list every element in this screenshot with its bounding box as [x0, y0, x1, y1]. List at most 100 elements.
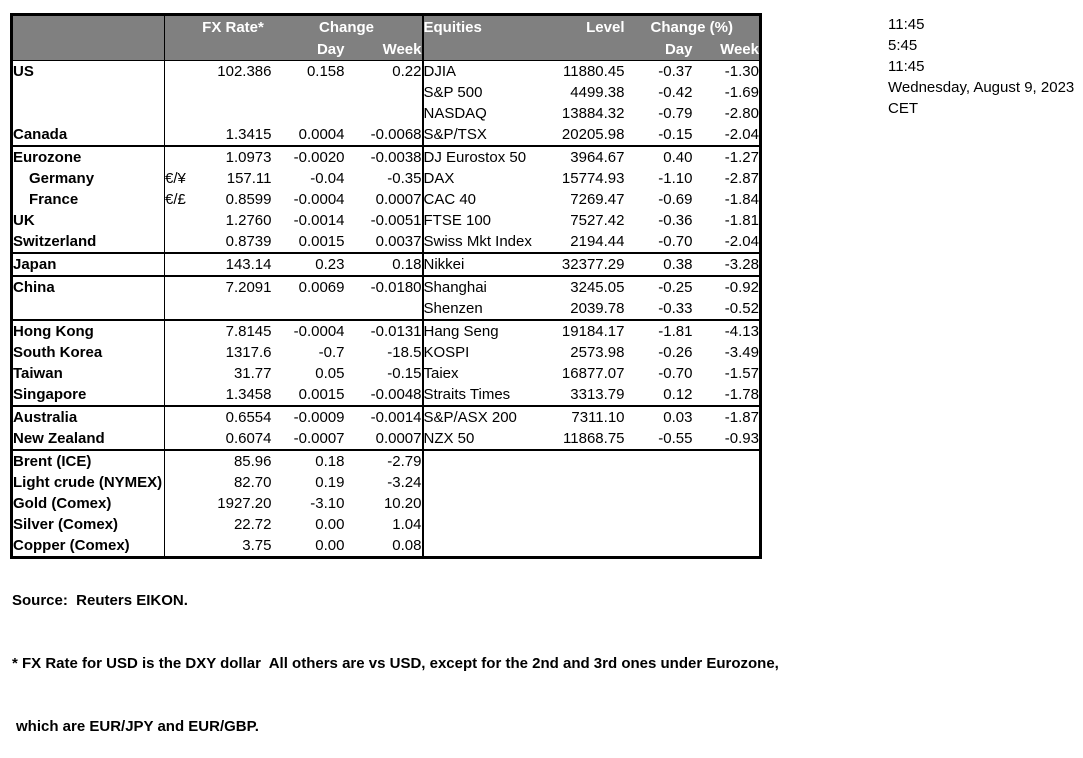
country-cell: Taiwan — [13, 365, 63, 382]
fx-day-change-cell: 0.00 — [315, 516, 345, 533]
equity-week-change-cell: -1.69 — [724, 84, 759, 101]
equity-name-cell: NASDAQ — [421, 103, 545, 124]
fx-day-change-cell: 0.0015 — [271, 231, 345, 254]
pair-cell — [164, 82, 195, 103]
fx-rate-cell: 22.72 — [233, 516, 272, 533]
fx-rate-header: FX Rate* — [194, 14, 272, 39]
equity-week-change-cell: -1.84 — [724, 191, 759, 208]
footnotes: Source: Reuters EIKON. * FX Rate for USD… — [12, 548, 779, 758]
equity-name-cell: DJIA — [421, 60, 545, 82]
equity-name-cell: DJ Eurostox 50 — [421, 146, 545, 168]
page: { "table": { "headers": { "fx_rate": "FX… — [10, 13, 1075, 735]
equity-name-cell: Shenzen — [421, 298, 545, 321]
equity-change-pct-header: Change (%) — [624, 14, 761, 39]
fx-week-change-cell: 0.0037 — [344, 231, 423, 254]
table-row: South Korea 1317.6 -0.7 -18.5 KOSPI 2573.98 -0… — [12, 342, 761, 363]
equity-name-cell: KOSPI — [421, 342, 545, 363]
equity-level-cell: 15774.93 — [561, 170, 625, 187]
equity-level-cell: 2194.44 — [544, 231, 625, 254]
fx-rate-cell: 1.3415 — [194, 124, 272, 147]
equity-week-change-cell: -0.93 — [692, 428, 761, 451]
table-row: China 7.2091 0.0069 -0.0180 Shanghai 3245.05 -… — [12, 276, 761, 298]
fx-day-change-cell: -0.04 — [310, 170, 345, 187]
country-cell: UK — [13, 212, 35, 229]
pair-cell — [164, 535, 195, 558]
country-cell: US — [13, 63, 34, 80]
equity-name-cell — [421, 514, 545, 535]
fx-week-change-cell: -0.0038 — [370, 149, 422, 166]
equity-week-change-cell: -1.57 — [724, 365, 759, 382]
equity-week-change-cell: -3.28 — [692, 253, 761, 277]
fx-day-change-cell: 0.23 — [271, 253, 345, 277]
equity-name-cell: Taiex — [421, 363, 545, 384]
table-body: US 102.386 0.158 0.22 DJIA 11880.45 -0.37 -1.30… — [11, 60, 761, 558]
fx-day-header: Day — [271, 39, 345, 61]
country-cell: Copper (Comex) — [13, 537, 130, 554]
equity-level-cell: 3245.05 — [570, 279, 625, 296]
blank-header — [194, 39, 272, 61]
equity-name-cell: DAX — [421, 168, 545, 189]
equity-day-change-cell: -0.42 — [658, 84, 693, 101]
equity-name-cell — [421, 472, 545, 493]
fx-day-change-cell: -0.0007 — [271, 428, 345, 451]
fx-rate-cell: 7.2091 — [225, 279, 272, 296]
fx-rate-cell: 1317.6 — [225, 344, 272, 361]
equity-day-change-cell: -0.70 — [658, 365, 693, 382]
pair-cell — [164, 210, 195, 231]
equity-level-cell — [545, 450, 625, 472]
equity-name-cell: Shanghai — [421, 276, 545, 298]
equity-week-change-cell — [693, 472, 761, 493]
country-cell: Japan — [11, 253, 165, 277]
fx-week-change-cell: -0.0048 — [344, 384, 423, 407]
pair-cell — [164, 342, 195, 363]
fx-rate-cell: 1927.20 — [217, 495, 272, 512]
fx-rate-cell — [195, 82, 272, 103]
equity-name-cell: S&P/ASX 200 — [421, 406, 545, 428]
table-row: S&P 500 4499.38 -0.42 -1.69 — [12, 82, 761, 103]
fx-day-change-cell: -0.0014 — [293, 212, 345, 229]
table-row: Eurozone 1.0973 -0.0020 -0.0038 DJ Eurostox … — [12, 146, 761, 168]
equity-name-cell: CAC 40 — [421, 189, 545, 210]
equity-week-change-cell: -1.27 — [724, 149, 759, 166]
fx-week-change-cell: -3.24 — [387, 474, 422, 491]
blank-header — [421, 39, 545, 61]
fx-day-change-cell: -0.7 — [318, 344, 345, 361]
fx-day-change-cell: 0.158 — [306, 63, 345, 80]
country-cell: New Zealand — [11, 428, 165, 451]
fx-rate-cell: 0.6554 — [225, 409, 272, 426]
equity-week-change-cell: -3.49 — [724, 344, 759, 361]
pair-cell: €/¥ — [164, 168, 195, 189]
equity-day-change-cell: -0.26 — [658, 344, 693, 361]
pair-cell — [164, 428, 195, 451]
fx-rate-cell: 1.3458 — [194, 384, 272, 407]
pair-cell: €/£ — [164, 189, 195, 210]
table-row: Brent (ICE) 85.96 0.18 -2.79 — [12, 450, 761, 472]
fx-day-change-cell: -0.0004 — [293, 191, 345, 208]
equity-week-change-cell: -1.78 — [692, 384, 761, 407]
fx-day-change-cell — [272, 103, 345, 124]
equity-week-change-cell: -1.87 — [724, 409, 759, 426]
country-cell: Canada — [11, 124, 165, 147]
equity-name-cell — [421, 493, 545, 514]
equity-day-change-cell: -1.10 — [658, 170, 693, 187]
equity-week-change-cell: -0.52 — [692, 298, 761, 321]
fx-rate-cell: 1.0973 — [225, 149, 272, 166]
fx-rate-cell: 0.8599 — [225, 191, 272, 208]
blank-header — [164, 39, 195, 61]
pair-cell — [164, 450, 195, 472]
equity-level-cell: 19184.17 — [561, 323, 625, 340]
fx-day-change-cell: -0.0009 — [293, 409, 345, 426]
country-cell: Brent (ICE) — [13, 453, 92, 470]
fx-week-change-cell: -0.15 — [387, 365, 422, 382]
fx-day-change-cell: 0.05 — [315, 365, 345, 382]
fx-week-change-cell: -0.0068 — [344, 124, 423, 147]
pair-cell — [164, 276, 195, 298]
equity-level-cell: 4499.38 — [570, 84, 625, 101]
pair-cell — [164, 363, 195, 384]
pair-cell — [164, 514, 195, 535]
equity-level-cell — [545, 514, 625, 535]
fx-day-change-cell: 0.00 — [315, 537, 345, 554]
time-line-3: 11:45 — [888, 58, 925, 75]
equity-day-change-cell: -0.55 — [624, 428, 693, 451]
equity-week-change-cell — [693, 450, 761, 472]
